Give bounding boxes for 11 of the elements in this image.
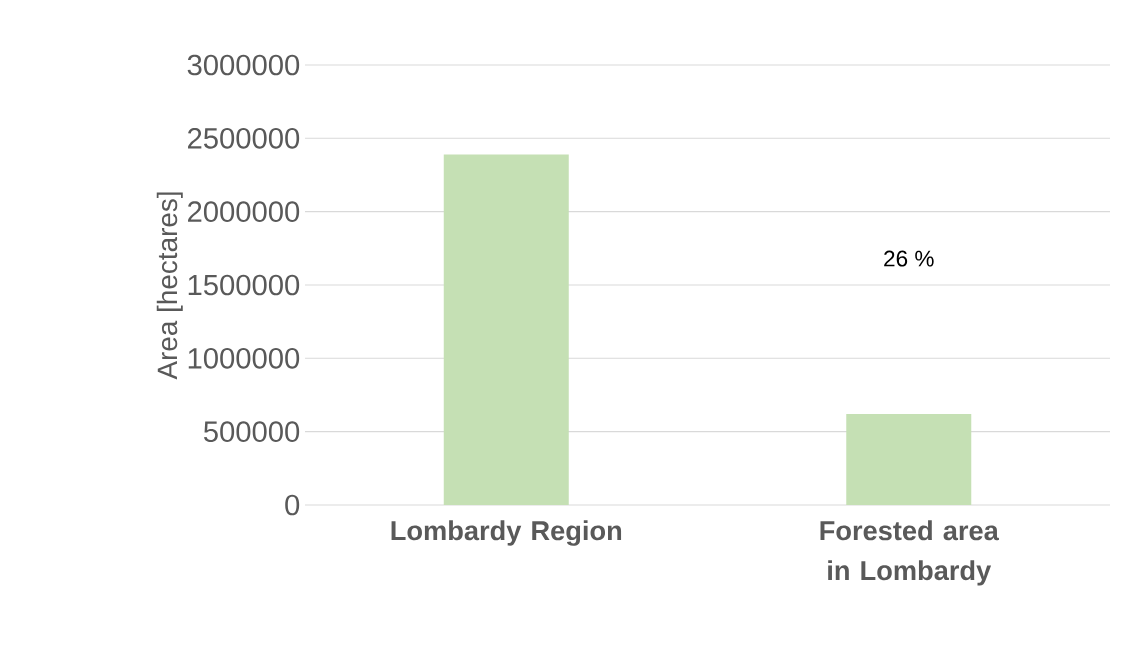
x-tick-label: Forested area in Lombardy [820, 520, 999, 586]
annotation: 26 % [884, 250, 934, 267]
y-tick-label: 2000000 [188, 201, 300, 222]
x-tick-label: Lombardy Region [391, 520, 622, 546]
y-tick-label: 3000000 [187, 54, 300, 76]
y-axis-title: Area [hectares] [156, 192, 183, 380]
y-tick-label: 0 [285, 494, 300, 516]
y-tick-label: 1500000 [188, 274, 300, 296]
y-tick-label: 2500000 [188, 127, 300, 149]
y-tick-label: 1000000 [188, 347, 300, 369]
y-tick-label: 500000 [203, 421, 300, 442]
